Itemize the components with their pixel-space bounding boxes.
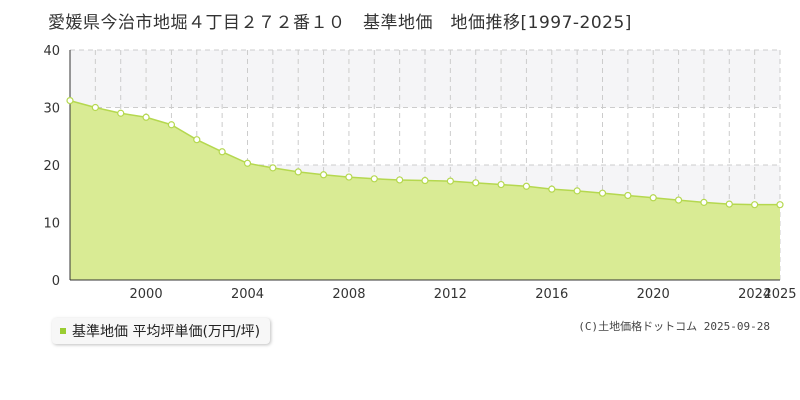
data-point [345,173,353,181]
data-point [66,96,74,105]
series-area [70,100,780,280]
legend: 基準地価 平均坪単価(万円/坪) [52,318,271,344]
data-point [674,196,683,204]
data-point [649,194,657,202]
data-point [396,176,404,184]
y-tick-label: 40 [43,44,60,59]
data-point [167,121,176,129]
x-tick-label: 2024 [738,287,771,302]
data-point [573,187,581,195]
data-point [497,180,505,189]
data-point [117,109,125,117]
data-point [598,189,607,197]
data-point [421,176,429,185]
x-tick-label: 2000 [130,287,163,302]
x-tick-label: 2004 [231,287,264,302]
chart-title: 愛媛県今治市地堀４丁目２７２番１０ 基準地価 地価推移[1997-2025] [48,13,632,33]
data-point [700,198,708,206]
data-point [269,164,277,172]
data-point [776,201,784,209]
data-point [193,136,201,144]
data-point [243,159,252,167]
data-point [319,171,328,179]
y-tick-label: 0 [52,274,60,289]
x-tick-label: 2016 [535,287,568,302]
x-tick-label: 2012 [434,287,467,302]
x-tick-label: 2020 [637,287,670,302]
data-point [624,191,632,200]
x-tick-label: 2025 [763,287,796,302]
y-tick-label: 30 [43,102,60,117]
data-point [91,103,99,112]
data-point [751,201,759,209]
y-tick-label: 20 [43,159,60,174]
data-point [725,200,733,208]
x-tick-label: 2008 [332,287,365,302]
data-point [142,113,150,121]
data-point [522,182,531,190]
data-point [548,185,556,193]
legend-marker [60,328,66,334]
data-point [294,168,302,176]
axes [69,50,780,281]
data-point [218,148,226,156]
data-point [370,175,378,183]
copyright-text: (C)土地価格ドットコム 2025-09-28 [578,320,770,333]
data-point [472,179,480,187]
data-points [66,96,784,209]
y-tick-label: 10 [43,217,60,232]
legend-label: 基準地価 平均坪単価(万円/坪) [72,324,261,340]
y-tick-labels: 0 10 20 30 40 [43,44,60,289]
data-point [446,177,454,185]
